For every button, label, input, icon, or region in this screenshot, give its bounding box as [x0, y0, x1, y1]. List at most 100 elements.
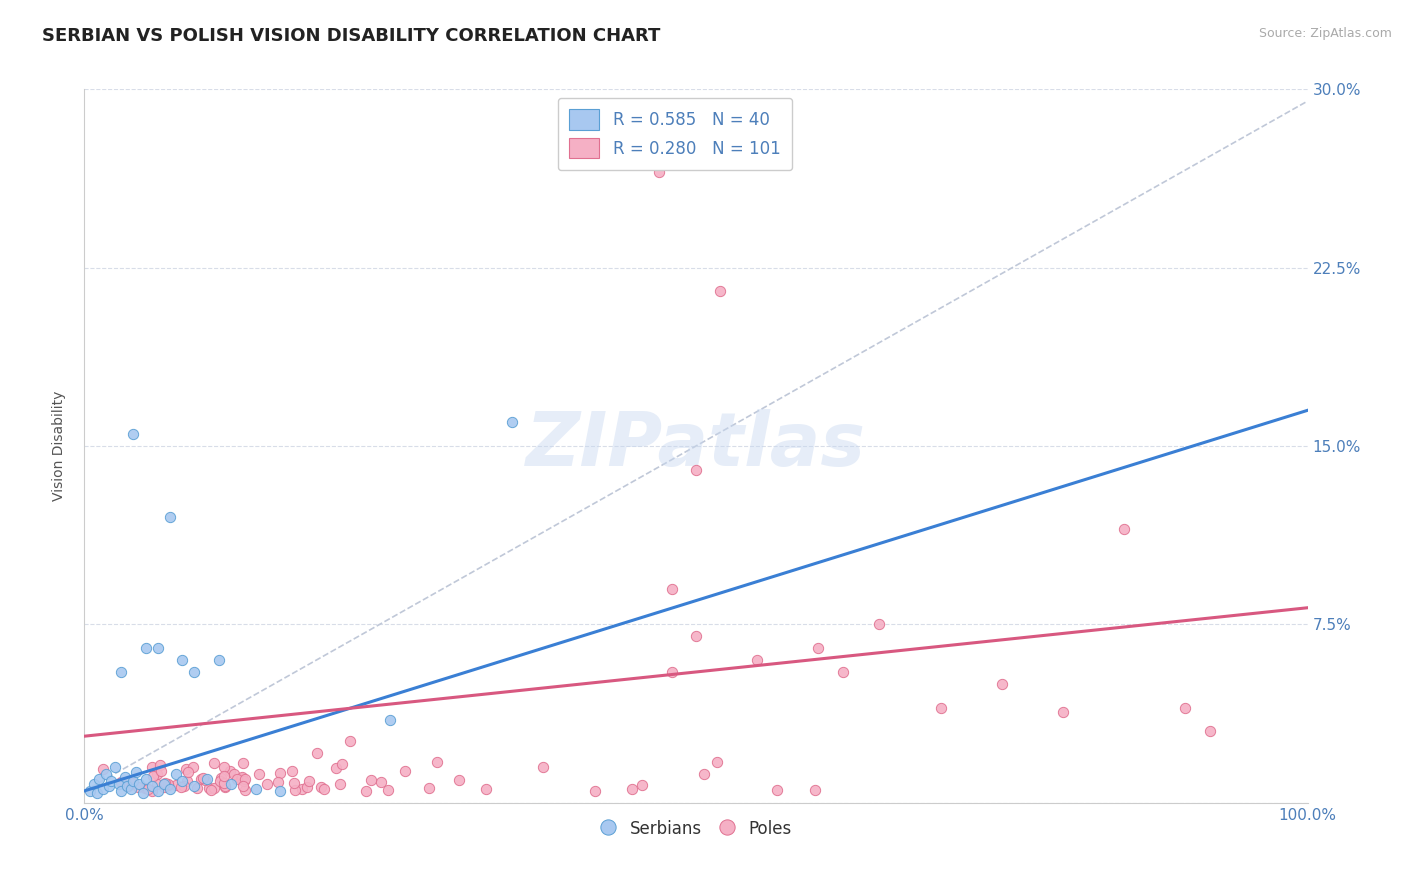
- Text: SERBIAN VS POLISH VISION DISABILITY CORRELATION CHART: SERBIAN VS POLISH VISION DISABILITY CORR…: [42, 27, 661, 45]
- Point: [233, 782, 256, 797]
- Point: [183, 779, 205, 793]
- Y-axis label: Vision Disability: Vision Disability: [52, 391, 66, 501]
- Point: [110, 774, 132, 789]
- Point: [190, 772, 212, 786]
- Point: [146, 784, 169, 798]
- Point: [172, 774, 194, 789]
- Point: [172, 653, 194, 667]
- Point: [648, 165, 671, 179]
- Point: [309, 780, 332, 794]
- Point: [127, 780, 149, 794]
- Point: [110, 665, 132, 679]
- Point: [110, 784, 132, 798]
- Point: [156, 777, 179, 791]
- Point: [141, 760, 163, 774]
- Point: [107, 777, 129, 791]
- Point: [225, 772, 247, 786]
- Point: [307, 747, 329, 761]
- Point: [177, 764, 200, 779]
- Point: [197, 781, 219, 796]
- Point: [122, 774, 145, 789]
- Point: [96, 767, 118, 781]
- Point: [291, 782, 314, 797]
- Point: [150, 764, 173, 779]
- Point: [191, 771, 214, 785]
- Point: [232, 779, 254, 793]
- Point: [229, 772, 252, 787]
- Point: [214, 779, 236, 793]
- Point: [176, 762, 198, 776]
- Point: [991, 677, 1014, 691]
- Point: [202, 756, 225, 770]
- Point: [100, 774, 122, 789]
- Point: [153, 780, 176, 795]
- Point: [86, 786, 108, 800]
- Point: [219, 777, 242, 791]
- Point: [120, 781, 142, 796]
- Point: [195, 772, 218, 786]
- Point: [377, 783, 399, 797]
- Point: [176, 774, 198, 789]
- Point: [159, 510, 181, 524]
- Point: [475, 782, 498, 797]
- Point: [165, 767, 187, 781]
- Point: [329, 777, 352, 791]
- Point: [929, 700, 952, 714]
- Point: [149, 757, 172, 772]
- Point: [156, 778, 179, 792]
- Text: Source: ZipAtlas.com: Source: ZipAtlas.com: [1258, 27, 1392, 40]
- Point: [135, 772, 157, 786]
- Point: [583, 783, 606, 797]
- Point: [269, 766, 291, 780]
- Point: [685, 629, 707, 643]
- Point: [1174, 700, 1197, 714]
- Point: [332, 757, 354, 772]
- Point: [1052, 706, 1074, 720]
- Point: [766, 783, 789, 797]
- Point: [153, 777, 176, 791]
- Point: [83, 777, 105, 791]
- Point: [709, 285, 731, 299]
- Point: [631, 778, 654, 792]
- Point: [165, 778, 187, 792]
- Point: [256, 777, 278, 791]
- Point: [267, 775, 290, 789]
- Point: [114, 770, 136, 784]
- Point: [209, 771, 232, 785]
- Point: [1198, 724, 1220, 739]
- Point: [418, 781, 440, 796]
- Point: [283, 776, 305, 790]
- Point: [231, 771, 253, 785]
- Point: [224, 767, 246, 781]
- Point: [200, 783, 222, 797]
- Point: [269, 784, 291, 798]
- Point: [202, 781, 225, 796]
- Point: [685, 463, 707, 477]
- Point: [214, 780, 236, 794]
- Point: [97, 779, 120, 793]
- Point: [145, 777, 167, 791]
- Point: [125, 764, 148, 779]
- Point: [91, 762, 114, 776]
- Text: ZIPatlas: ZIPatlas: [526, 409, 866, 483]
- Point: [186, 780, 208, 795]
- Point: [232, 756, 254, 770]
- Point: [298, 774, 321, 789]
- Point: [159, 781, 181, 796]
- Point: [212, 759, 235, 773]
- Point: [245, 781, 267, 796]
- Point: [325, 761, 347, 775]
- Point: [661, 582, 683, 596]
- Point: [208, 653, 231, 667]
- Point: [146, 641, 169, 656]
- Point: [869, 617, 891, 632]
- Point: [531, 760, 554, 774]
- Point: [183, 665, 205, 679]
- Point: [356, 783, 378, 797]
- Point: [447, 772, 470, 787]
- Point: [79, 784, 101, 798]
- Point: [1114, 522, 1136, 536]
- Point: [831, 665, 853, 679]
- Point: [170, 780, 193, 794]
- Point: [115, 779, 138, 793]
